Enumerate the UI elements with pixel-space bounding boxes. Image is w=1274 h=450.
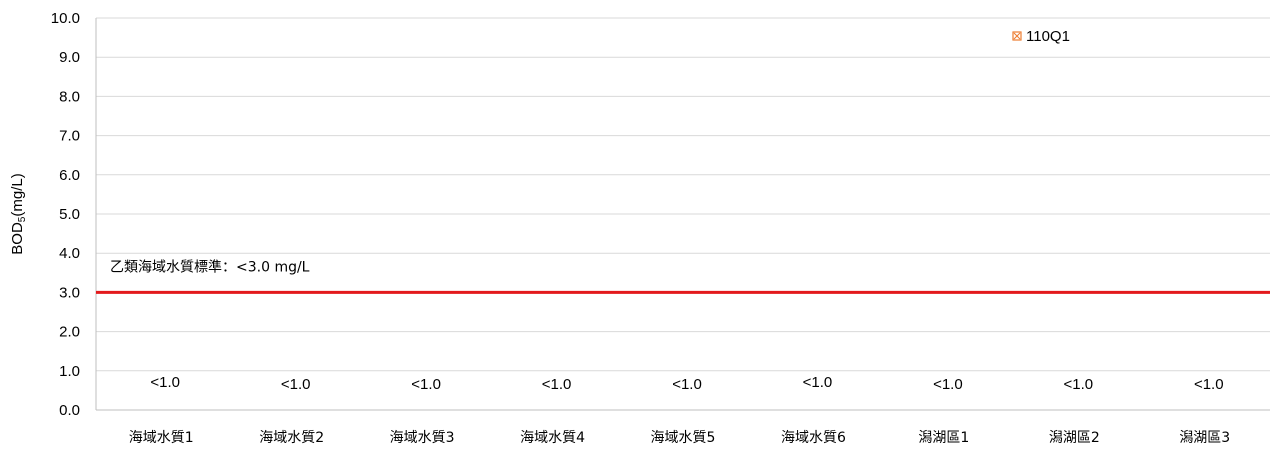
- legend-cross-icon: [1013, 32, 1021, 40]
- y-tick-label: 2.0: [59, 324, 80, 341]
- y-tick-label: 5.0: [59, 206, 80, 223]
- y-axis-title-subscript: 5: [17, 216, 28, 222]
- x-tick-label: 海域水質6: [781, 430, 846, 446]
- x-tick-label: 潟湖區1: [918, 430, 969, 446]
- x-tick-label: 海域水質3: [390, 430, 455, 446]
- gridlines: [96, 17, 1270, 372]
- standard-reference-label: 乙類海域水質標準：<3.0 mg/L: [110, 259, 310, 275]
- y-axis-title: BOD5(mg/L): [9, 173, 28, 254]
- y-axis-title-unit: (mg/L): [9, 173, 26, 216]
- legend-marker-icon: [1012, 31, 1022, 41]
- data-label: <1.0: [933, 376, 963, 393]
- x-tick-label: 海域水質2: [259, 430, 324, 446]
- y-tick-label: 3.0: [59, 284, 80, 301]
- axes: [95, 18, 1270, 411]
- data-label: <1.0: [1194, 376, 1224, 393]
- y-tick-label: 4.0: [59, 245, 80, 262]
- y-tick-label: 1.0: [59, 363, 80, 380]
- legend-square-icon: [1012, 31, 1022, 41]
- data-labels: <1.0 <1.0 <1.0 <1.0 <1.0 <1.0 <1.0 <1.0 <1.0: [150, 374, 1223, 393]
- y-tick-label: 7.0: [59, 128, 80, 145]
- svg-text:BOD5(mg/L): BOD5(mg/L): [9, 173, 28, 254]
- data-label: <1.0: [803, 374, 833, 391]
- y-tick-label: 9.0: [59, 49, 80, 66]
- legend-label: 110Q1: [1026, 28, 1070, 45]
- x-tick-label: 潟湖區3: [1179, 430, 1230, 446]
- y-tick-label: 6.0: [59, 167, 80, 184]
- y-tick-labels: 0.0 1.0 2.0 3.0 4.0 5.0 6.0 7.0 8.0 9.0 10.0: [51, 10, 80, 419]
- y-axis-title-main: BOD: [9, 222, 26, 255]
- y-tick-label: 10.0: [51, 10, 80, 27]
- x-tick-labels: 海域水質1 海域水質2 海域水質3 海域水質4 海域水質5 海域水質6 潟湖區1 潟湖區2 潟湖…: [129, 430, 1230, 446]
- data-label: <1.0: [672, 376, 702, 393]
- x-tick-label: 海域水質1: [129, 430, 194, 446]
- data-label: <1.0: [281, 376, 311, 393]
- data-label: <1.0: [411, 376, 441, 393]
- data-label: <1.0: [542, 376, 572, 393]
- x-tick-label: 海域水質4: [520, 430, 585, 446]
- y-tick-label: 0.0: [59, 402, 80, 419]
- data-label: <1.0: [1064, 376, 1094, 393]
- y-tick-label: 8.0: [59, 88, 80, 105]
- reference-line-group: 乙類海域水質標準：<3.0 mg/L: [96, 259, 1270, 294]
- x-tick-label: 潟湖區2: [1049, 430, 1100, 446]
- data-label: <1.0: [150, 374, 180, 391]
- x-tick-label: 海域水質5: [651, 430, 716, 446]
- legend: 110Q1: [1012, 28, 1070, 45]
